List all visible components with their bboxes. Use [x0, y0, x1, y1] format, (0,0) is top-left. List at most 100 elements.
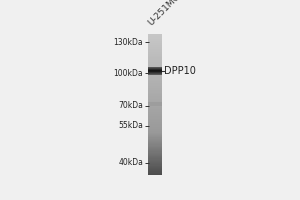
Bar — [148, 94, 162, 95]
Bar — [148, 129, 162, 130]
Bar — [148, 47, 162, 48]
Bar — [148, 34, 162, 35]
Bar — [148, 102, 162, 103]
Bar — [148, 86, 162, 87]
Bar — [148, 44, 162, 46]
Bar — [148, 154, 162, 155]
Bar — [148, 46, 162, 47]
Bar — [148, 137, 162, 139]
Bar — [148, 108, 162, 109]
Bar — [148, 72, 162, 73]
Bar — [148, 158, 162, 160]
Bar — [148, 83, 162, 85]
Text: DPP10: DPP10 — [164, 66, 196, 76]
Bar — [148, 59, 162, 60]
Bar — [148, 111, 162, 113]
Bar — [148, 70, 162, 72]
Bar — [148, 145, 162, 147]
Bar — [148, 75, 162, 76]
Text: 40kDa: 40kDa — [118, 158, 143, 167]
Bar — [148, 67, 162, 68]
Bar — [148, 54, 162, 55]
Bar — [148, 140, 162, 141]
Bar — [148, 66, 162, 67]
Bar — [148, 132, 162, 134]
Bar — [148, 122, 162, 123]
Bar — [148, 74, 162, 75]
Bar — [148, 41, 162, 42]
Bar — [148, 128, 162, 129]
Bar — [148, 149, 162, 150]
Bar — [148, 125, 162, 127]
Bar — [148, 40, 162, 41]
Bar — [148, 156, 162, 157]
Bar — [148, 102, 162, 106]
Bar — [148, 109, 162, 110]
Bar — [148, 115, 162, 116]
Bar — [148, 96, 162, 97]
Bar — [148, 53, 162, 54]
Bar — [148, 67, 162, 68]
Bar — [148, 116, 162, 117]
Bar — [148, 174, 162, 175]
Text: 55kDa: 55kDa — [118, 121, 143, 130]
Bar — [148, 48, 162, 49]
Bar — [148, 117, 162, 119]
Bar — [148, 36, 162, 38]
Bar — [148, 74, 162, 75]
Bar — [148, 71, 162, 73]
Bar — [148, 135, 162, 136]
Bar — [148, 134, 162, 135]
Bar — [148, 35, 162, 36]
Bar — [148, 78, 162, 80]
Bar — [148, 70, 162, 71]
Bar — [148, 107, 162, 108]
Bar — [148, 138, 162, 140]
Bar — [148, 68, 162, 69]
Bar — [148, 165, 162, 167]
Bar — [148, 77, 162, 79]
Bar — [148, 68, 162, 69]
Bar — [148, 70, 162, 71]
Bar — [148, 151, 162, 153]
Bar — [148, 67, 162, 68]
Bar — [148, 120, 162, 121]
Bar — [148, 101, 162, 102]
Bar — [148, 68, 162, 69]
Bar — [148, 110, 162, 112]
Text: 130kDa: 130kDa — [114, 38, 143, 47]
Bar — [148, 121, 162, 122]
Bar — [148, 39, 162, 40]
Bar — [148, 93, 162, 94]
Text: U-251MG: U-251MG — [146, 0, 182, 28]
Bar — [148, 162, 162, 163]
Bar — [148, 130, 162, 131]
Bar — [148, 167, 162, 168]
Bar — [148, 63, 162, 65]
Bar — [148, 161, 162, 162]
Bar — [148, 136, 162, 137]
Bar — [148, 118, 162, 120]
Bar — [148, 157, 162, 158]
Bar — [148, 73, 162, 74]
Bar — [148, 64, 162, 66]
Bar — [148, 131, 162, 133]
Bar — [148, 114, 162, 115]
Bar — [148, 73, 162, 74]
Bar — [148, 88, 162, 89]
Bar — [148, 171, 162, 173]
Bar — [148, 124, 162, 126]
Bar — [148, 170, 162, 171]
Bar — [148, 97, 162, 99]
Bar — [148, 61, 162, 62]
Bar — [148, 147, 162, 148]
Bar — [148, 57, 162, 59]
Text: 100kDa: 100kDa — [114, 69, 143, 78]
Bar — [148, 82, 162, 83]
Bar — [148, 76, 162, 77]
Bar — [148, 148, 162, 149]
Bar — [148, 150, 162, 151]
Bar — [148, 84, 162, 86]
Bar — [148, 142, 162, 143]
Bar — [148, 164, 162, 166]
